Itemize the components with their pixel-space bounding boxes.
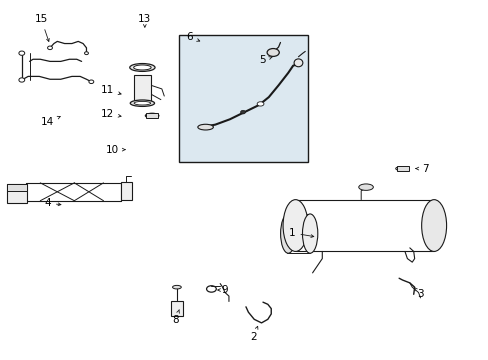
Bar <box>170 301 183 316</box>
Ellipse shape <box>240 111 245 114</box>
Ellipse shape <box>257 102 264 106</box>
Ellipse shape <box>280 214 295 253</box>
Ellipse shape <box>134 102 150 105</box>
Text: 3: 3 <box>413 288 423 299</box>
Bar <box>396 166 408 171</box>
Text: 1: 1 <box>288 228 313 238</box>
Ellipse shape <box>133 65 151 70</box>
Ellipse shape <box>129 64 155 71</box>
Ellipse shape <box>395 167 404 170</box>
Ellipse shape <box>421 200 446 251</box>
Text: 2: 2 <box>249 326 257 342</box>
Bar <box>7 184 27 203</box>
Bar <box>7 184 27 192</box>
Text: 9: 9 <box>217 285 228 295</box>
Text: 5: 5 <box>259 55 271 65</box>
Ellipse shape <box>283 200 307 251</box>
Ellipse shape <box>84 52 88 55</box>
Text: 11: 11 <box>101 85 121 95</box>
Ellipse shape <box>172 285 181 289</box>
Bar <box>133 75 151 103</box>
Bar <box>179 35 307 162</box>
Text: 12: 12 <box>101 109 121 119</box>
Ellipse shape <box>289 211 296 240</box>
Ellipse shape <box>293 59 302 67</box>
Bar <box>146 113 158 118</box>
Ellipse shape <box>358 184 372 190</box>
Text: 13: 13 <box>138 14 151 27</box>
Ellipse shape <box>302 214 317 253</box>
Bar <box>121 182 131 200</box>
Ellipse shape <box>19 51 25 55</box>
Text: 7: 7 <box>415 163 428 174</box>
Text: 14: 14 <box>41 116 60 127</box>
Ellipse shape <box>266 49 279 57</box>
Ellipse shape <box>47 46 52 50</box>
Ellipse shape <box>130 100 154 107</box>
Ellipse shape <box>145 113 159 118</box>
Text: 10: 10 <box>105 145 125 155</box>
Text: 8: 8 <box>172 310 179 325</box>
Ellipse shape <box>19 78 25 82</box>
Text: 4: 4 <box>44 198 61 208</box>
Text: 6: 6 <box>186 32 199 42</box>
Ellipse shape <box>198 124 213 130</box>
Text: 15: 15 <box>35 14 49 41</box>
Ellipse shape <box>89 80 94 84</box>
